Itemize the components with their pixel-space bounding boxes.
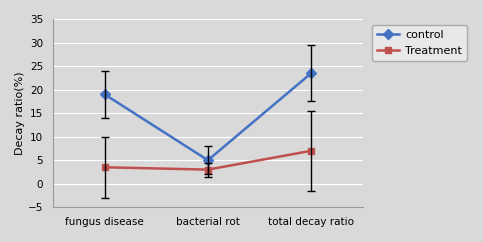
control [308,72,314,75]
control [101,93,107,96]
Treatment [205,168,211,171]
Legend: control, Treatment: control, Treatment [371,24,468,61]
Line: Treatment: Treatment [101,147,315,173]
Treatment [308,149,314,152]
Treatment [101,166,107,169]
control [205,159,211,162]
Y-axis label: Decay ratio(%): Decay ratio(%) [15,71,25,155]
Line: control: control [101,70,315,164]
